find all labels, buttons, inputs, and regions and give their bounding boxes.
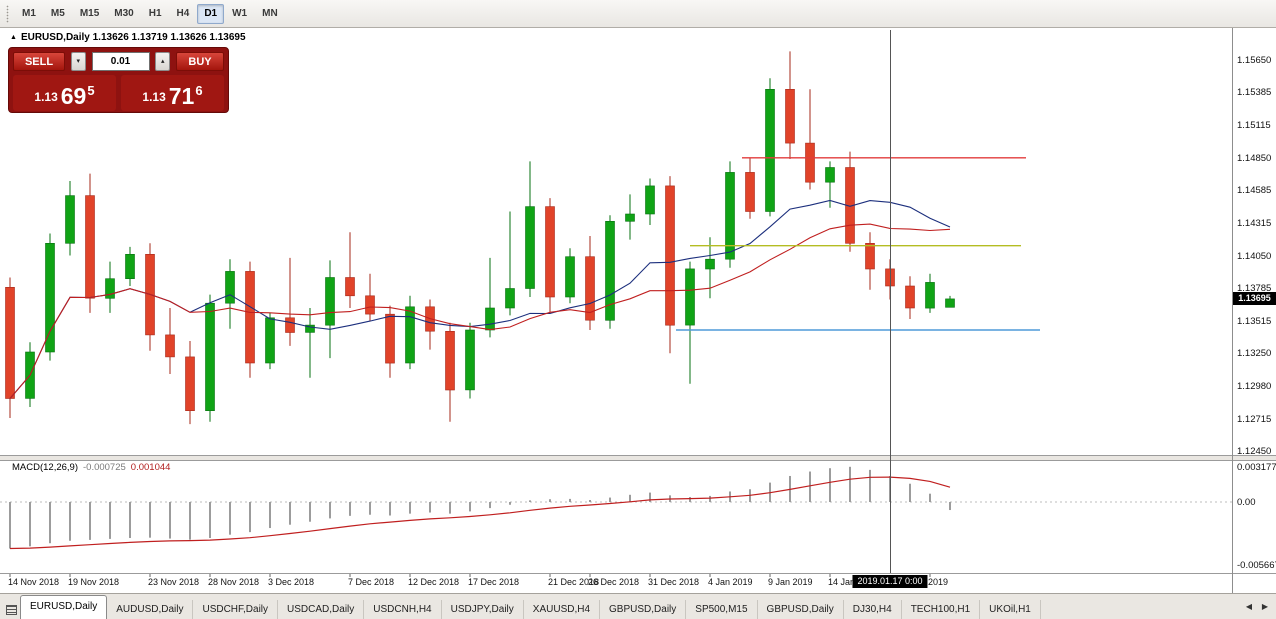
chart-tab-eurusd-daily[interactable]: EURUSD,Daily [20, 595, 108, 619]
date-axis-label: 31 Dec 2018 [648, 577, 700, 587]
date-axis-separator [0, 573, 1276, 574]
timeframe-h1-button[interactable]: H1 [142, 4, 169, 24]
timeframe-d1-button[interactable]: D1 [197, 3, 225, 24]
sell-price-display[interactable]: 1.13 69 5 [13, 75, 116, 111]
one-click-trading-panel: SELL ▾ ▴ BUY 1.13 69 5 1.13 71 6 [8, 47, 229, 113]
timeframe-m5-button[interactable]: M5 [44, 4, 72, 24]
chart-tab-usdjpy-daily[interactable]: USDJPY,Daily [442, 600, 524, 619]
macd-axis-label: 0.003177 [1237, 461, 1276, 473]
macd-main-value: -0.000725 [83, 462, 126, 473]
timeframe-mn-button[interactable]: MN [255, 4, 285, 24]
lot-increase-button[interactable]: ▴ [155, 52, 171, 71]
price-axis-label: 1.13250 [1237, 348, 1272, 360]
lot-size-input[interactable] [91, 52, 150, 71]
price-axis-label: 1.13785 [1237, 282, 1272, 294]
chart-tab-ukoil-h1[interactable]: UKOil,H1 [980, 600, 1041, 619]
price-axis-label: 1.15385 [1237, 87, 1272, 99]
macd-panel[interactable] [0, 461, 1232, 573]
price-axis-label: 1.15650 [1237, 55, 1272, 66]
date-axis-label: 21 Dec 2018 [548, 577, 600, 587]
ask-price-prefix: 1.13 [142, 90, 166, 104]
chart-tab-dj30-h4[interactable]: DJ30,H4 [844, 600, 902, 619]
date-axis-label: 3 Dec 2018 [268, 577, 315, 587]
crosshair-date-badge: 2019.01.17 0:00 [852, 575, 928, 588]
price-axis-label: 1.12980 [1237, 381, 1272, 393]
price-axis-label: 1.15115 [1237, 120, 1271, 132]
tab-list-icon[interactable] [2, 600, 20, 619]
current-price-badge: 1.13695 [1233, 292, 1276, 306]
chevron-up-icon: ▴ [160, 58, 165, 65]
macd-axis-label: -0.005667 [1237, 559, 1276, 571]
date-axis-label: 9 Jan 2019 [768, 577, 813, 587]
date-axis-label: 2019 [928, 577, 949, 587]
chart-tabs: EURUSD,Daily AUDUSD,Daily USDCHF,Daily USDC… [20, 595, 1041, 619]
chart-tab-gbpusd-daily[interactable]: GBPUSD,Daily [600, 600, 687, 619]
ask-price-pip-digit: 6 [195, 83, 203, 98]
chart-tab-usdcad-daily[interactable]: USDCAD,Daily [278, 600, 365, 619]
chart-tab-sp500-m15[interactable]: SP500,M15 [686, 600, 758, 619]
chart-ohlc-values: 1.13626 1.13719 1.13626 1.13695 [92, 32, 246, 43]
timeframe-toolbar: M1 M5 M15 M30 H1 H4 D1 W1 MN [0, 0, 1276, 28]
price-axis-label: 1.14315 [1237, 218, 1272, 230]
arrow-left-icon: ◀ [1245, 602, 1253, 611]
panel-splitter[interactable] [0, 455, 1276, 461]
date-axis-label: 14 Nov 2018 [8, 577, 60, 587]
price-axis-label: 1.14050 [1237, 250, 1272, 262]
timeframe-h4-button[interactable]: H4 [170, 4, 197, 24]
macd-name: MACD(12,26,9) [12, 462, 78, 473]
timeframe-m1-button[interactable]: M1 [15, 4, 43, 24]
buy-price-display[interactable]: 1.13 71 6 [121, 75, 224, 111]
chart-tab-tech100-h1[interactable]: TECH100,H1 [902, 600, 981, 619]
ask-price-big-digits: 71 [168, 83, 195, 109]
timeframe-m30-button[interactable]: M30 [107, 4, 140, 24]
timeframe-buttons: M1 M5 M15 M30 H1 H4 D1 W1 MN [15, 3, 286, 24]
price-axis-label: 1.13515 [1237, 315, 1272, 327]
chart-tab-audusd-daily[interactable]: AUDUSD,Daily [107, 600, 194, 619]
tab-scroll-right-button[interactable]: ▶ [1257, 598, 1273, 615]
chart-tab-bar: EURUSD,Daily AUDUSD,Daily USDCHF,Daily USDC… [0, 593, 1276, 619]
date-axis-label: 4 Jan 2019 [708, 577, 753, 587]
chevron-down-icon: ▾ [76, 58, 80, 65]
macd-indicator-label: MACD(12,26,9) -0.000725 0.001044 [12, 462, 170, 473]
date-axis-label: 17 Dec 2018 [468, 577, 520, 587]
date-axis-label: 7 Dec 2018 [348, 577, 395, 587]
lot-dropdown-button[interactable]: ▾ [70, 52, 86, 71]
macd-signal-value: 0.001044 [130, 462, 171, 473]
arrow-right-icon: ▶ [1261, 602, 1269, 611]
one-click-toggle-icon[interactable]: ▲ [10, 34, 17, 41]
date-axis-label: 28 Nov 2018 [208, 577, 260, 587]
buy-button[interactable]: BUY [176, 52, 224, 71]
chart-tab-xauusd-h4[interactable]: XAUUSD,H4 [524, 600, 601, 619]
price-axis-label: 1.12450 [1237, 446, 1272, 457]
toolbar-drag-handle[interactable] [6, 4, 9, 23]
price-axis-border [1232, 28, 1233, 593]
price-axis-label: 1.12715 [1237, 413, 1272, 425]
chart-title: ▲ EURUSD,Daily 1.13626 1.13719 1.13626 1.… [10, 32, 246, 43]
bid-price-big-digits: 69 [60, 83, 87, 109]
date-axis-label: 23 Nov 2018 [148, 577, 200, 587]
bid-price-prefix: 1.13 [34, 90, 58, 104]
price-axis-label: 1.14585 [1237, 185, 1272, 197]
bid-price-pip-digit: 5 [87, 83, 95, 98]
timeframe-w1-button[interactable]: W1 [225, 4, 254, 24]
date-axis-label: 19 Nov 2018 [68, 577, 120, 587]
date-axis-label: 26 Dec 2018 [588, 577, 640, 587]
chart-tab-usdchf-daily[interactable]: USDCHF,Daily [193, 600, 279, 619]
tab-scroll-left-button[interactable]: ◀ [1241, 598, 1257, 615]
chart-tab-gbpusd-daily[interactable]: GBPUSD,Daily [758, 600, 844, 619]
date-axis-label: 12 Dec 2018 [408, 577, 460, 587]
macd-axis-label: 0.00 [1237, 497, 1256, 508]
sell-button[interactable]: SELL [13, 52, 65, 71]
timeframe-m15-button[interactable]: M15 [73, 4, 106, 24]
chart-tab-usdcnh-h4[interactable]: USDCNH,H4 [364, 600, 442, 619]
chart-symbol-label: EURUSD,Daily [20, 32, 90, 43]
price-axis-label: 1.14850 [1237, 152, 1272, 164]
